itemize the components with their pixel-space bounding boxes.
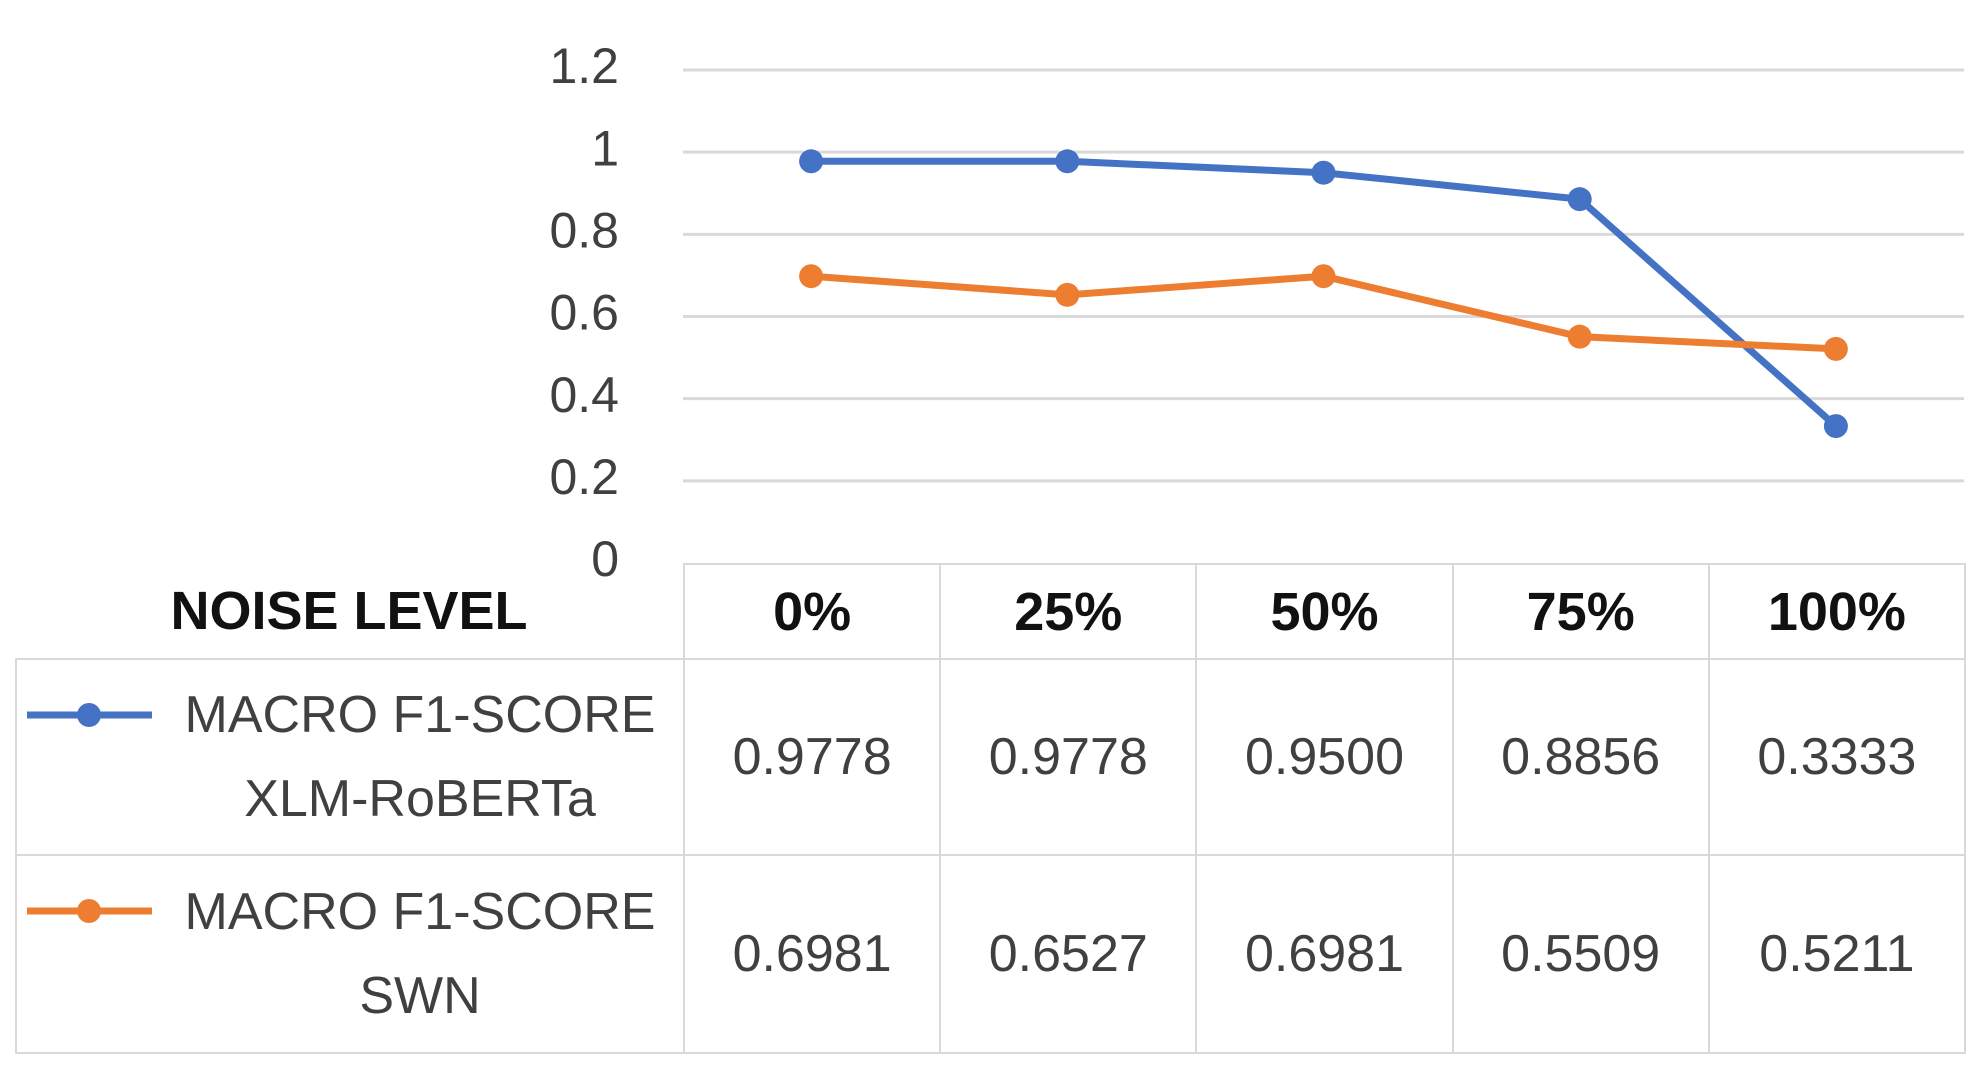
y-tick-label: 0.2 — [549, 449, 619, 505]
point — [1055, 149, 1080, 174]
y-tick-label: 0.4 — [549, 367, 619, 423]
x-tick-label: 100% — [1707, 563, 1966, 660]
y-tick-label: 1.2 — [549, 38, 619, 94]
legend-label: MACRO F1-SCORE XLM-RoBERTa — [184, 686, 656, 828]
legend-entry: MACRO F1-SCORE XLM-RoBERTa — [15, 658, 685, 856]
y-tick-label: 0 — [591, 531, 619, 587]
data-label: 0.5211 — [1707, 854, 1966, 1054]
legend-marker — [27, 899, 152, 923]
point — [799, 264, 824, 289]
y-tick-label: 0.8 — [549, 203, 619, 259]
series-line — [811, 157, 1839, 429]
data-label: 0.9778 — [939, 658, 1198, 856]
data-label: 0.6981 — [683, 854, 942, 1054]
legend-marker — [27, 703, 152, 727]
legend-dot — [77, 703, 101, 727]
point — [1055, 282, 1080, 307]
point — [1311, 264, 1336, 289]
x-axis-label: NOISE LEVEL — [170, 580, 528, 641]
data-label: 0.6527 — [939, 854, 1198, 1054]
x-tick-label: 75% — [1451, 563, 1710, 660]
data-label: 0.9500 — [1195, 658, 1454, 856]
point — [799, 149, 824, 174]
point — [1567, 187, 1592, 212]
data-label: 0.6981 — [1195, 854, 1454, 1054]
y-tick-label: 1 — [591, 120, 619, 176]
x-tick-label: 25% — [939, 563, 1198, 660]
data-label: 0.8856 — [1451, 658, 1710, 856]
y-tick-label: 0.6 — [549, 285, 619, 341]
point — [1567, 324, 1592, 349]
data-label: 0.9778 — [683, 658, 942, 856]
data-label: 0.5509 — [1451, 854, 1710, 1054]
legend-label: MACRO F1-SCORE SWN — [184, 883, 656, 1025]
legend-entry: MACRO F1-SCORE SWN — [15, 854, 685, 1054]
point — [1311, 160, 1336, 185]
legend-dot — [77, 899, 101, 923]
data-label: 0.3333 — [1707, 658, 1966, 856]
point — [1823, 336, 1848, 361]
point — [1823, 414, 1848, 439]
x-tick-label: 0% — [683, 563, 942, 660]
x-tick-label: 50% — [1195, 563, 1454, 660]
